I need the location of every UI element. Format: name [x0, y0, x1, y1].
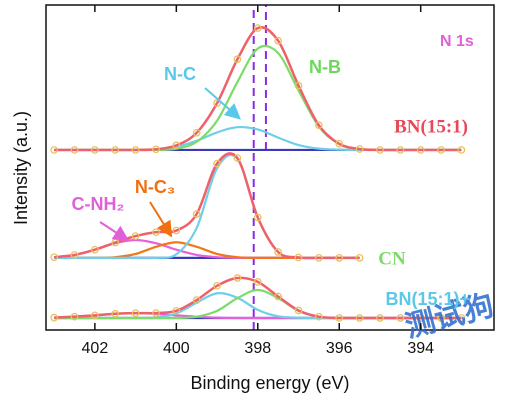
data-point — [416, 314, 425, 322]
series-label: C-NH₂ — [72, 194, 125, 214]
plot-area — [50, 5, 466, 330]
data-point — [315, 121, 323, 130]
series-label: N-C — [164, 64, 196, 84]
data-point — [274, 292, 282, 301]
data-line — [54, 26, 462, 152]
data-point — [355, 145, 364, 153]
data-point — [192, 210, 201, 218]
data-point — [131, 309, 140, 317]
data-point — [457, 146, 466, 154]
data-point — [131, 146, 140, 154]
data-point — [213, 281, 221, 290]
data-point — [294, 81, 303, 90]
data-point — [253, 24, 262, 32]
y-axis-label: Intensity (a.u.) — [11, 111, 31, 225]
data-point — [376, 146, 384, 154]
data-point — [213, 159, 221, 168]
data-point — [111, 309, 120, 318]
data-line — [54, 152, 360, 260]
data-point — [192, 296, 201, 304]
series-label: BN(15:1)+ — [385, 289, 470, 309]
arrow — [99, 221, 130, 242]
x-tick-label: 396 — [326, 340, 353, 357]
data-point — [213, 99, 221, 108]
x-tick-label: 402 — [82, 340, 109, 357]
data-point — [294, 253, 303, 262]
data-point — [91, 245, 99, 254]
data-point — [416, 146, 425, 154]
series-label: BN(15:1) — [394, 116, 468, 137]
data-point — [437, 314, 445, 322]
data-point — [253, 278, 262, 286]
data-point — [315, 254, 323, 262]
data-point — [355, 254, 364, 262]
data-point — [233, 55, 242, 64]
arrow — [149, 201, 173, 238]
data-point — [172, 141, 181, 150]
x-tick-label: 398 — [244, 340, 271, 357]
x-tick-label: 400 — [163, 340, 190, 357]
data-point — [70, 251, 79, 259]
data-point — [131, 232, 140, 240]
data-point — [152, 309, 160, 317]
data-point — [274, 36, 282, 45]
data-point — [70, 312, 79, 321]
data-point — [253, 213, 262, 222]
data-point — [50, 253, 58, 262]
data-point — [70, 146, 79, 154]
data-point — [192, 128, 201, 137]
arrow — [204, 87, 242, 120]
series-label: N-B — [309, 57, 341, 77]
data-point — [294, 306, 303, 315]
data-point — [50, 146, 58, 154]
data-point — [335, 254, 344, 262]
data-point — [233, 274, 242, 282]
data-point — [457, 314, 466, 322]
data-point — [111, 146, 120, 154]
data-point — [437, 146, 445, 154]
data-point — [50, 313, 58, 322]
data-point — [335, 139, 344, 148]
data-point — [233, 154, 242, 162]
data-point — [152, 145, 160, 154]
data-point — [396, 146, 405, 154]
data-point — [91, 146, 99, 154]
data-point — [335, 314, 344, 322]
x-tick-label: 394 — [407, 340, 434, 357]
series-label: CN — [378, 248, 406, 269]
annotation: N 1s — [440, 33, 474, 50]
series-label: N-C₃ — [135, 177, 175, 197]
data-point — [91, 311, 99, 320]
data-point — [172, 226, 181, 235]
data-point — [396, 314, 405, 322]
data-point — [315, 312, 323, 321]
plot-frame — [45, 4, 495, 331]
data-point — [274, 248, 282, 256]
data-point — [172, 306, 181, 315]
data-line — [54, 276, 462, 320]
x-axis-label: Binding energy (eV) — [190, 373, 349, 393]
data-point — [355, 314, 364, 322]
data-point — [376, 314, 384, 322]
